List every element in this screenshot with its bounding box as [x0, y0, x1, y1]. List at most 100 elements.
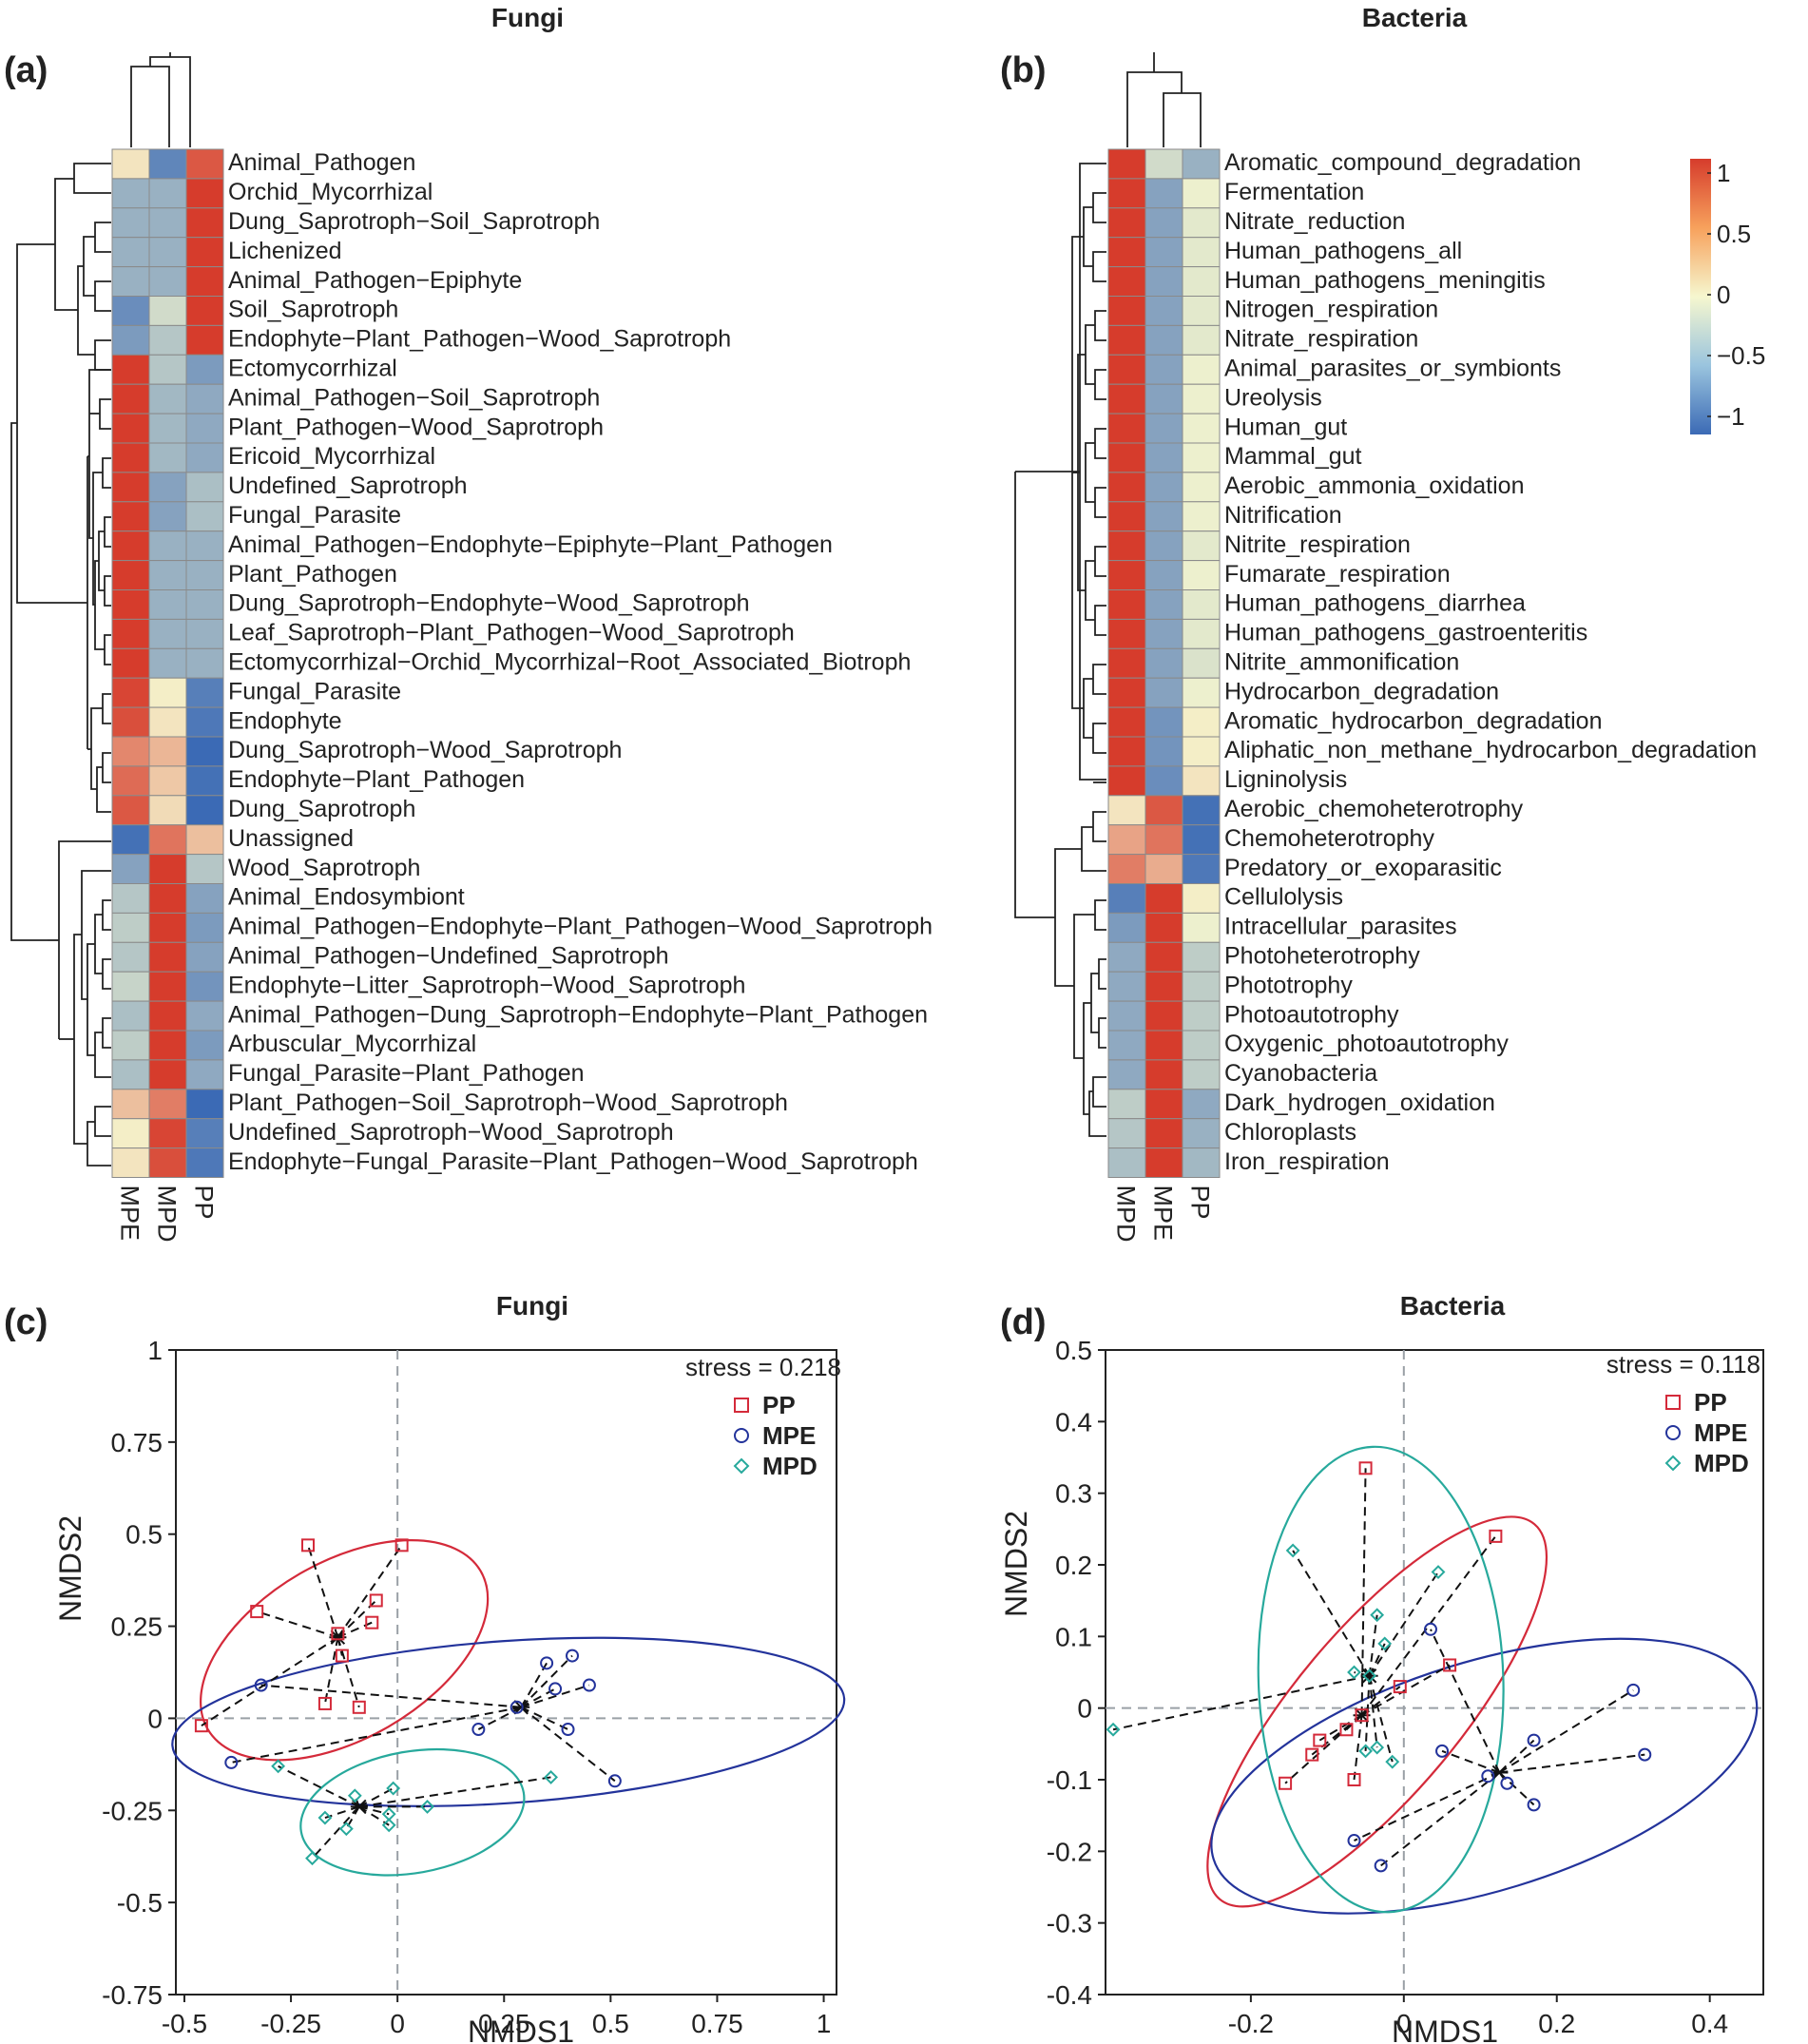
data-point-MPE: [1638, 1747, 1652, 1762]
heatmap-row-label: Chloroplasts: [1224, 1119, 1356, 1146]
heatmap-cell: [185, 706, 224, 738]
heatmap-cell: [185, 413, 224, 444]
panel-b-title: Bacteria: [1362, 3, 1468, 32]
heatmap-row-label: Lichenized: [228, 238, 342, 264]
heatmap-cell: [1144, 677, 1183, 708]
centroid-marker: [512, 1700, 530, 1715]
heatmap-row-label: Human_pathogens_all: [1224, 238, 1462, 264]
spider-line: [324, 1805, 360, 1819]
data-point-PP: [1355, 1708, 1369, 1723]
data-point-MPE: [1500, 1776, 1514, 1790]
heatmap-cell: [148, 1030, 187, 1061]
heatmap-cell: [148, 1000, 187, 1032]
heatmap-cell: [1144, 589, 1183, 620]
heatmap-cell: [1144, 795, 1183, 826]
centroid-marker: [1491, 1764, 1509, 1781]
data-point-MPD: [1377, 1636, 1393, 1651]
spider-line: [1368, 1614, 1378, 1676]
heatmap-cell: [111, 296, 150, 326]
plot-frame: [1105, 1349, 1764, 1996]
heatmap-row-label: Nitrogen_respiration: [1224, 297, 1438, 323]
legend-label-PP: PP: [762, 1391, 796, 1419]
heatmap-cell: [1182, 912, 1221, 943]
heatmap-cell: [1144, 472, 1183, 503]
heatmap-cell: [185, 854, 224, 884]
heatmap-cell: [148, 237, 187, 268]
y-tick-label: 0.5: [1055, 1336, 1092, 1365]
heatmap-cell: [1182, 560, 1221, 590]
heatmap-row-label: Dung_Saprotroph−Soil_Saprotroph: [228, 208, 600, 235]
legend-label-MPE: MPE: [762, 1421, 816, 1450]
heatmap-cell: [1107, 971, 1146, 1002]
panel-d-label: (d): [1000, 1302, 1047, 1342]
heatmap-cell: [1182, 618, 1221, 649]
y-tick-label: 0: [147, 1704, 163, 1733]
heatmap-cell: [185, 1147, 224, 1178]
heatmap-cell: [185, 736, 224, 767]
spider-line: [1360, 1468, 1367, 1716]
heatmap-cell: [185, 178, 224, 209]
data-point-PP: [394, 1538, 409, 1552]
heatmap-row-label: Iron_respiration: [1224, 1148, 1390, 1175]
panel-a-row-dendrogram: [10, 163, 111, 1167]
heatmap-cell: [1144, 266, 1183, 298]
heatmap-cell: [1107, 383, 1146, 415]
heatmap-cell: [111, 912, 150, 943]
data-point-MPE: [1374, 1859, 1388, 1873]
plot-frame: [175, 1349, 837, 1996]
heatmap-row-label: Dung_Saprotroph: [228, 796, 415, 822]
heatmap-row-label: Fungal_Parasite: [228, 502, 401, 529]
heatmap-row-label: Phototrophy: [1224, 972, 1353, 998]
spider-line: [358, 1787, 394, 1808]
data-point-MPE: [1527, 1733, 1541, 1747]
heatmap-cell: [111, 207, 150, 239]
heatmap-cell: [185, 324, 224, 356]
panel-b-heatmap: Aromatic_compound_degradation Fermentatio…: [1107, 148, 1757, 1243]
panel-b-label: (b): [1000, 50, 1047, 90]
heatmap-row-label: Endophyte−Litter_Saprotroph−Wood_Saprotr…: [228, 972, 745, 998]
heatmap-cell: [1107, 883, 1146, 914]
y-tick-label: -0.3: [1047, 1909, 1092, 1938]
heatmap-cell: [111, 472, 150, 503]
heatmap-cell: [1182, 647, 1221, 679]
heatmap-cell: [111, 178, 150, 209]
y-tick-label: -0.25: [102, 1796, 163, 1825]
panel-c-xlabel: NMDS1: [468, 2015, 574, 2044]
spider-line: [1364, 1675, 1371, 1751]
heatmap-cell: [1182, 207, 1221, 239]
heatmap-cell: [148, 296, 187, 326]
spider-line: [278, 1764, 360, 1808]
heatmap-cell: [111, 736, 150, 767]
spider-line: [1318, 1714, 1363, 1742]
heatmap-row-label: Plant_Pathogen: [228, 561, 397, 588]
heatmap-cell: [148, 413, 187, 444]
heatmap-cell: [1144, 824, 1183, 856]
data-point-MPE: [471, 1723, 486, 1737]
x-tick-label: -0.25: [260, 2009, 321, 2038]
y-tick-label: 0.1: [1055, 1622, 1092, 1651]
heatmap-cell: [1107, 530, 1146, 562]
heatmap-cell: [148, 1118, 187, 1149]
heatmap-cell: [1144, 1089, 1183, 1120]
x-tick-label: 0.2: [1538, 2009, 1575, 2038]
panel-d-ylabel: NMDS2: [999, 1511, 1033, 1617]
confidence-ellipse-MPD: [1257, 1445, 1505, 1914]
heatmap-cell: [1144, 706, 1183, 738]
heatmap-cell: [1144, 413, 1183, 444]
spider-line: [323, 1637, 339, 1705]
heatmap-row-label: Plant_Pathogen−Wood_Saprotroph: [228, 414, 604, 440]
heatmap-cell: [111, 148, 150, 180]
heatmap-row-label: Ligninolysis: [1224, 766, 1347, 793]
data-point-MPD: [1347, 1665, 1361, 1680]
heatmap-row-label: Animal_Pathogen−Endophyte−Epiphyte−Plant…: [228, 531, 833, 558]
heatmap-cell: [1107, 765, 1146, 797]
heatmap-cell: [1182, 1030, 1221, 1061]
heatmap-row-label: Soil_Saprotroph: [228, 297, 398, 323]
heatmap-cell: [185, 824, 224, 856]
heatmap-cell: [1144, 1059, 1183, 1090]
spider-line: [520, 1707, 616, 1783]
heatmap-cell: [1107, 354, 1146, 385]
heatmap-cell: [1107, 647, 1146, 679]
heatmap-cell: [148, 706, 187, 738]
